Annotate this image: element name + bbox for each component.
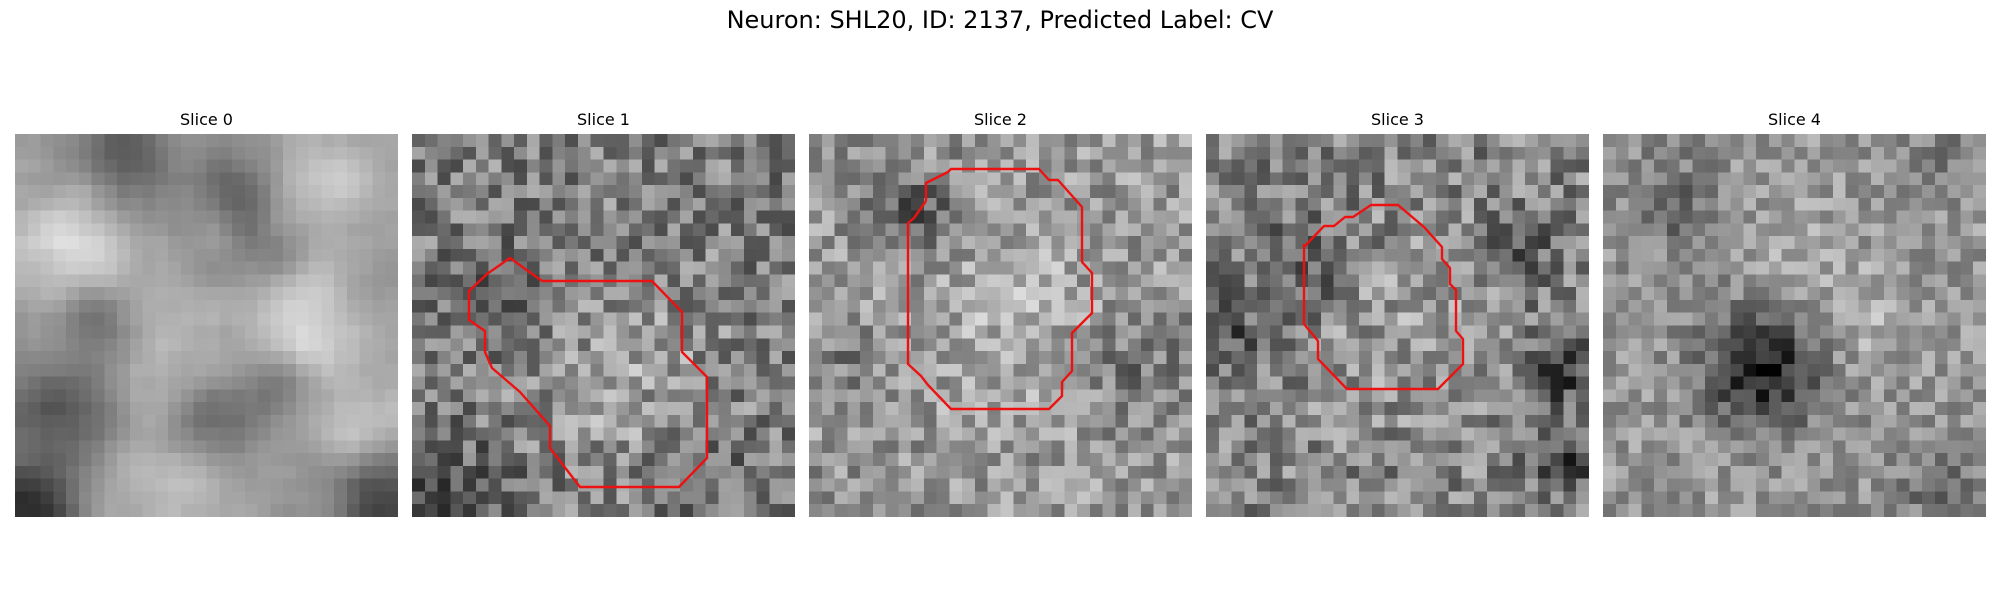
roi-outline-3 — [1302, 203, 1465, 391]
slice-title: Slice 1 — [577, 110, 630, 129]
slice-title: Slice 2 — [974, 110, 1027, 129]
slice-title: Slice 4 — [1768, 110, 1821, 129]
figure-title: Neuron: SHL20, ID: 2137, Predicted Label… — [726, 6, 1274, 34]
slice-panel-3: Slice 3 — [1206, 106, 1589, 517]
slice-title: Slice 3 — [1371, 110, 1424, 129]
slice-image-2 — [809, 134, 1192, 517]
roi-outline-1 — [467, 256, 709, 489]
roi-outline-2 — [906, 167, 1094, 411]
slice-title: Slice 0 — [180, 110, 233, 129]
slice-panel-2: Slice 2 — [809, 106, 1192, 517]
slice-image-3 — [1206, 134, 1589, 517]
slice-image-0 — [15, 134, 398, 517]
slice-image-4 — [1603, 134, 1986, 517]
slice-panel-0: Slice 0 — [15, 106, 398, 517]
slice-panel-4: Slice 4 — [1603, 106, 1986, 517]
slice-panel-1: Slice 1 — [412, 106, 795, 517]
